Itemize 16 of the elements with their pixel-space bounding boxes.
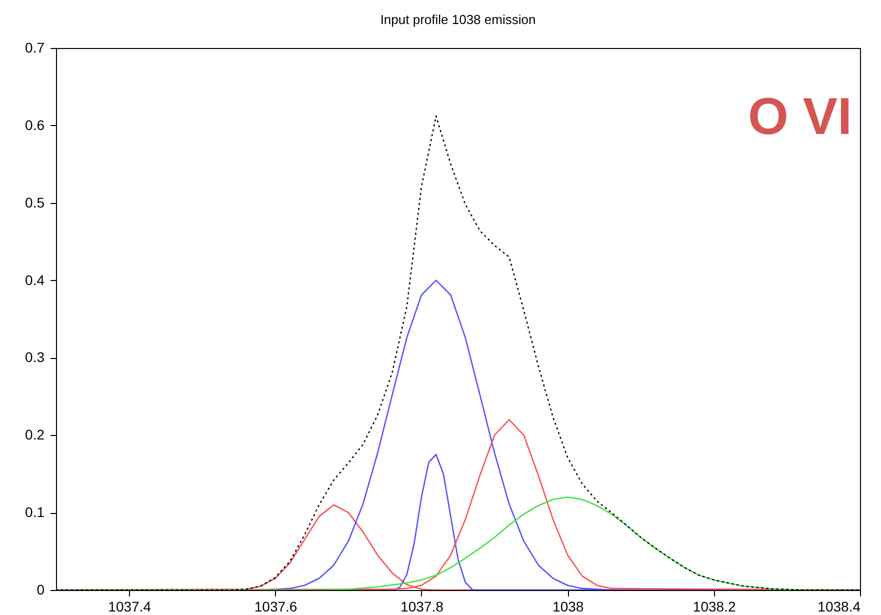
y-tick-label: 0.6 <box>25 116 45 133</box>
y-tick-label: 0.4 <box>25 272 45 288</box>
annotation: O VI <box>748 88 852 146</box>
x-tick-label: 1038.4 <box>818 598 861 614</box>
x-tick-label: 1038 <box>552 598 584 614</box>
y-tick-label: 0.2 <box>25 426 45 443</box>
x-tick-label: 1037.8 <box>400 598 444 614</box>
x-tick-label: 1038.2 <box>692 598 736 614</box>
x-tick-label: 1037.4 <box>108 598 152 614</box>
x-tick-label: 1037.6 <box>254 598 298 614</box>
y-tick-label: 0.7 <box>25 40 45 56</box>
y-tick-label: 0.5 <box>25 194 45 210</box>
y-tick-label: 0 <box>36 582 45 598</box>
chart-title: Input profile 1038 emission <box>380 12 536 27</box>
y-tick-label: 0.3 <box>25 349 45 366</box>
y-tick-label: 0.1 <box>25 504 45 520</box>
